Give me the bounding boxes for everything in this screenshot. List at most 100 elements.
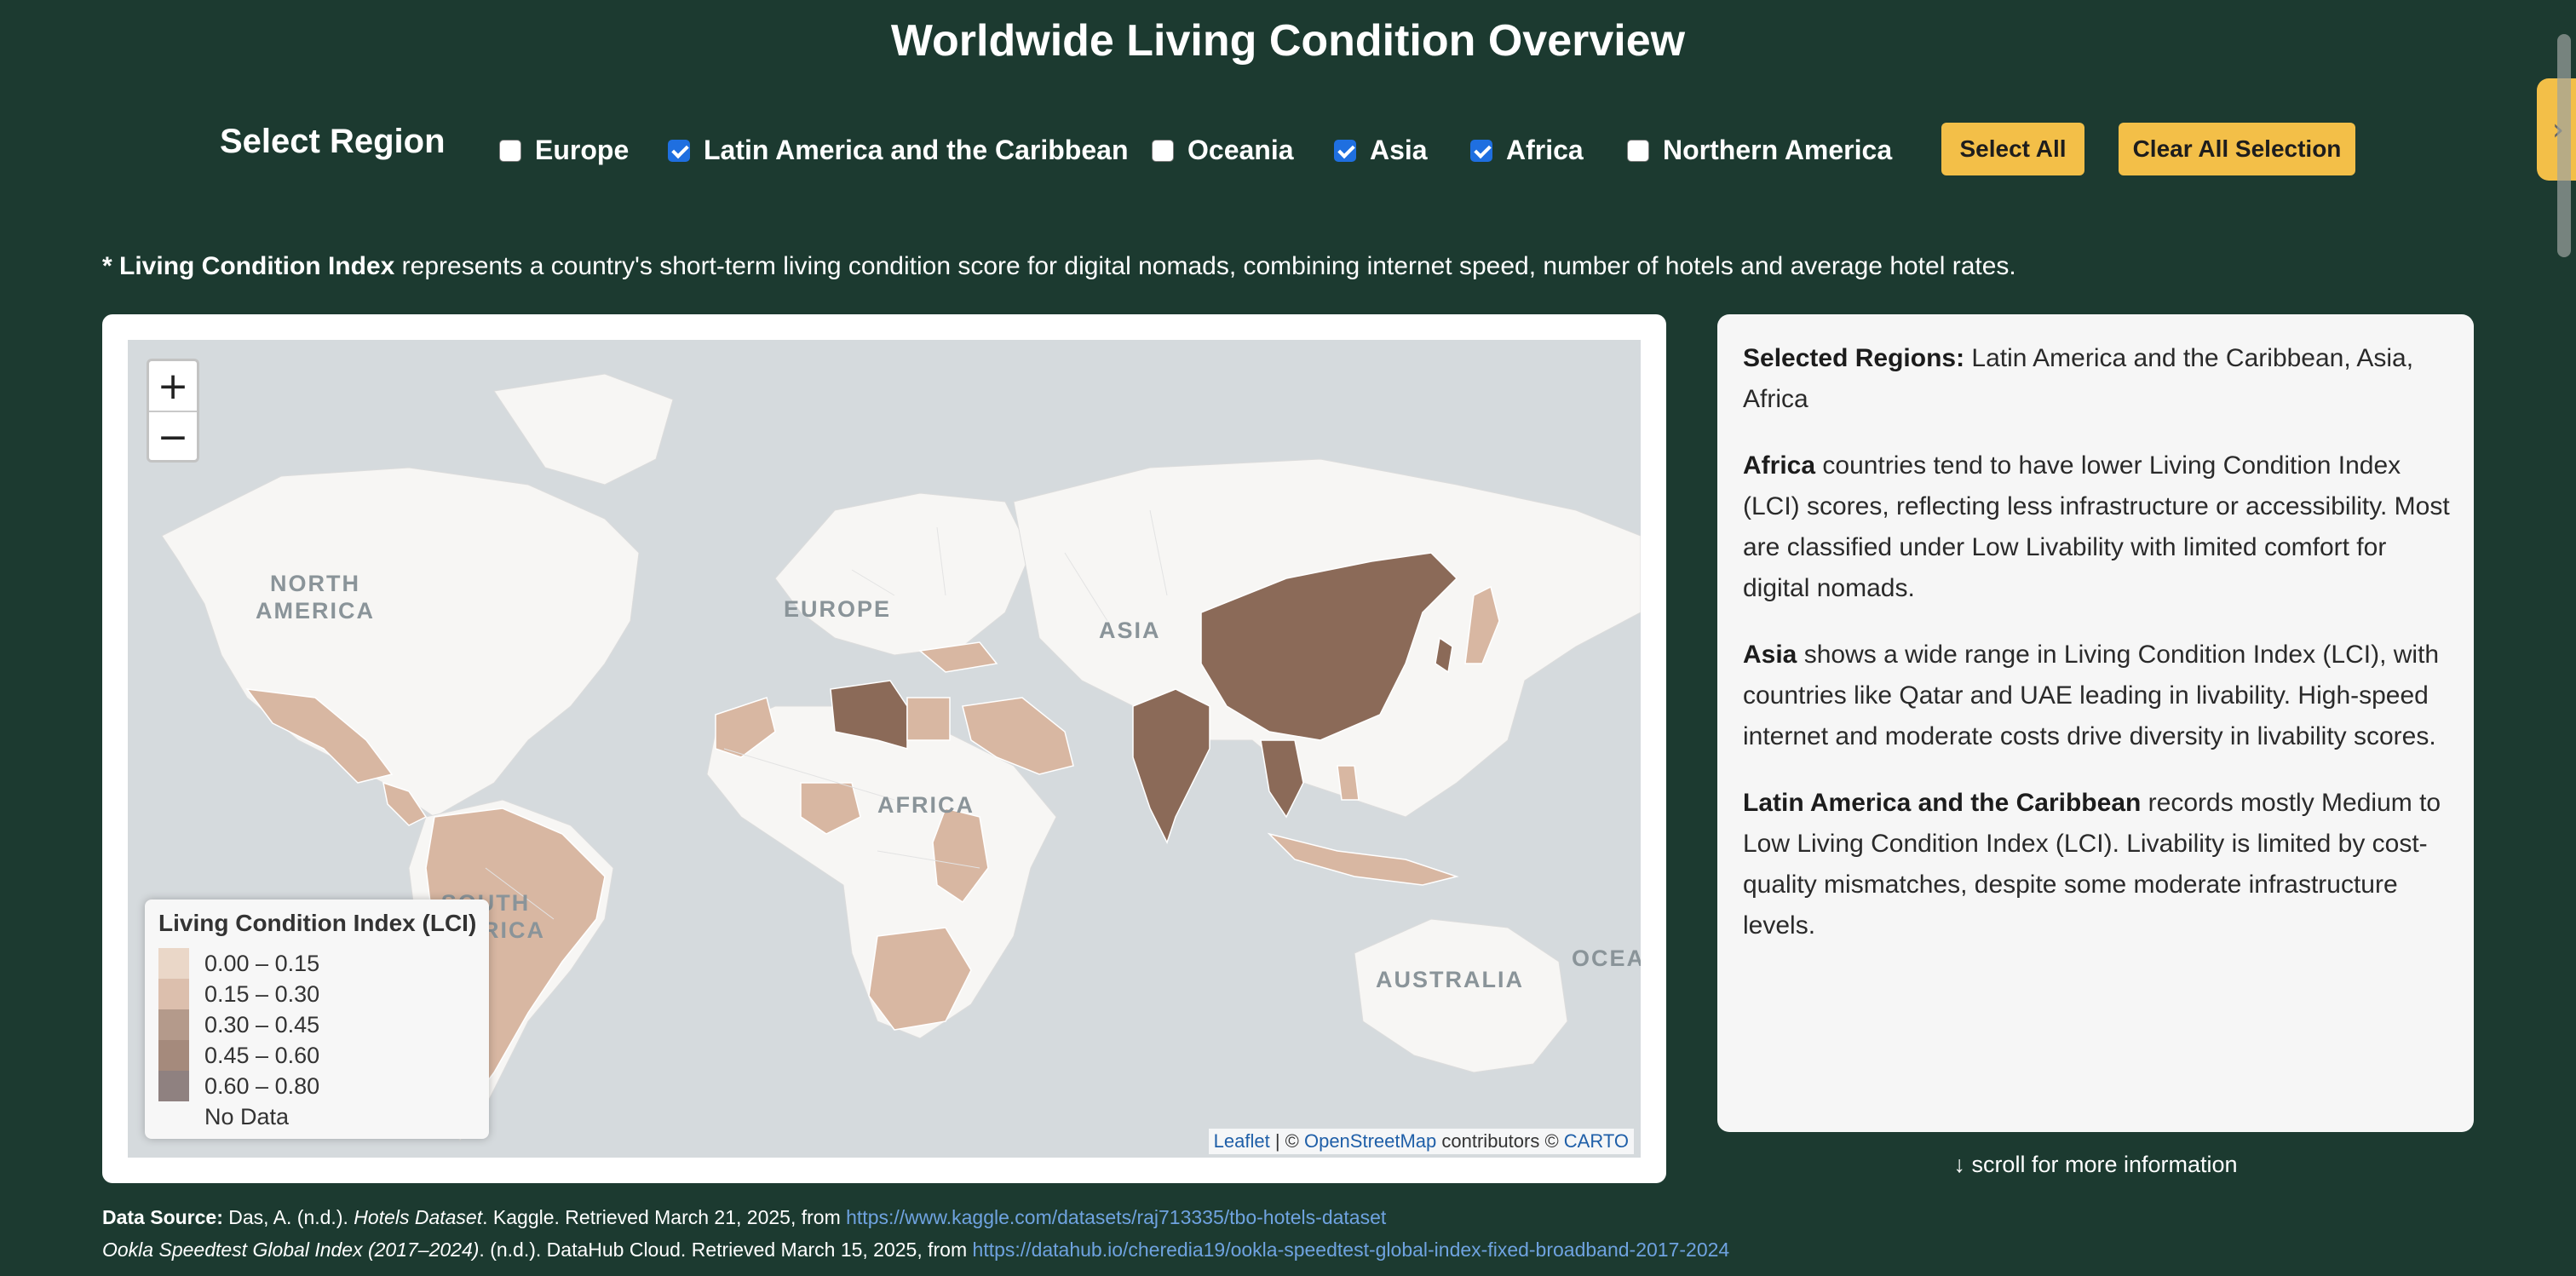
info-latin-america-title: Latin America and the Caribbean	[1743, 789, 2142, 817]
legend-label: 0.15 – 0.30	[204, 980, 320, 1007]
zoom-out-button[interactable]: −	[157, 415, 189, 459]
lci-note-text: represents a country's short-term living…	[394, 252, 2016, 280]
checkbox-africa-box[interactable]	[1470, 139, 1492, 162]
scrollbar[interactable]	[2557, 34, 2571, 257]
region-selector: Select Region Europe Latin America and t…	[0, 119, 2576, 179]
checkbox-asia[interactable]: Asia	[1334, 135, 1428, 166]
region-egypt	[906, 697, 951, 741]
legend-item: 0.30 – 0.45	[158, 1009, 319, 1040]
legend-swatch	[158, 1040, 189, 1071]
region-india	[1132, 688, 1210, 844]
lci-note: * Living Condition Index represents a co…	[102, 252, 2016, 281]
map-label-africa: AFRICA	[877, 792, 975, 818]
info-latin-america-text: records mostly Medium to Low Living Cond…	[1743, 789, 2441, 940]
map-label-australia: AUSTRALIA	[1376, 967, 1524, 992]
selected-regions-label: Selected Regions:	[1743, 344, 1965, 372]
checkbox-europe[interactable]: Europe	[499, 135, 629, 166]
data-source-line-1: Data Source: Das, A. (n.d.). Hotels Data…	[102, 1206, 1386, 1229]
attribution-mid: contributors ©	[1436, 1130, 1564, 1152]
info-panel: Selected Regions: Latin America and the …	[1717, 314, 2474, 1132]
legend-item: 0.00 – 0.15	[158, 948, 319, 979]
map-label-oceania: OCEA	[1572, 946, 1641, 971]
country-borders	[485, 509, 1168, 920]
region-morocco	[715, 697, 776, 758]
region-indonesia	[1267, 832, 1459, 886]
data-source-label: Data Source:	[102, 1206, 223, 1228]
region-korea	[1435, 636, 1453, 674]
region-turkey	[918, 641, 998, 673]
carto-link[interactable]: CARTO	[1563, 1130, 1629, 1152]
info-asia-text: shows a wide range in Living Condition I…	[1743, 641, 2440, 750]
legend-label: 0.00 – 0.15	[204, 950, 320, 976]
region-southern-africa	[868, 927, 972, 1031]
region-japan	[1464, 585, 1500, 664]
openstreetmap-link[interactable]: OpenStreetMap	[1303, 1130, 1437, 1152]
region-central-america	[382, 781, 428, 826]
legend-swatch	[158, 1101, 189, 1132]
checkbox-europe-box[interactable]	[499, 139, 521, 162]
zoom-in-button[interactable]: +	[149, 361, 197, 412]
info-africa-title: Africa	[1743, 451, 1816, 480]
land-europe	[774, 492, 1032, 656]
info-africa-text: countries tend to have lower Living Cond…	[1743, 451, 2450, 602]
checkbox-latin-america-box[interactable]	[668, 139, 690, 162]
legend-swatch	[158, 979, 189, 1009]
lci-note-bold: Living Condition Index	[119, 252, 395, 280]
checkbox-latin-america[interactable]: Latin America and the Caribbean	[668, 135, 1128, 166]
info-paragraph-africa: Africa countries tend to have lower Livi…	[1743, 445, 2450, 609]
source-text: Das, A. (n.d.).	[222, 1206, 354, 1228]
region-west-africa	[800, 782, 861, 835]
leaflet-link[interactable]: Leaflet	[1213, 1130, 1270, 1152]
legend-label: 0.30 – 0.45	[204, 1011, 320, 1037]
checkbox-africa[interactable]: Africa	[1470, 135, 1584, 166]
checkbox-northern-america-box[interactable]	[1627, 139, 1649, 162]
select-all-button[interactable]: Select All	[1941, 123, 2084, 175]
legend-swatch	[158, 948, 189, 979]
checkbox-africa-label[interactable]: Africa	[1506, 135, 1584, 165]
legend-label: No Data	[204, 1103, 290, 1129]
land-australia	[1354, 918, 1568, 1073]
checkbox-oceania-box[interactable]	[1152, 139, 1174, 162]
region-east-africa	[932, 808, 989, 904]
info-paragraph-asia: Asia shows a wide range in Living Condit…	[1743, 635, 2450, 757]
land-north-america	[161, 467, 640, 818]
map-label-north-america: NORTH AMERICA	[256, 571, 375, 624]
legend-item: 0.15 – 0.30	[158, 979, 319, 1009]
legend-item: No Data	[158, 1101, 289, 1132]
info-paragraph-latin-america: Latin America and the Caribbean records …	[1743, 783, 2450, 946]
region-philippines	[1337, 765, 1360, 801]
checkbox-asia-label[interactable]: Asia	[1370, 135, 1428, 165]
source-title: Ookla Speedtest Global Index (2017–2024)	[102, 1239, 480, 1261]
kaggle-link[interactable]: https://www.kaggle.com/datasets/raj71333…	[846, 1206, 1387, 1228]
scroll-hint: ↓ scroll for more information	[1953, 1152, 2238, 1177]
checkbox-northern-america-label[interactable]: Northern America	[1663, 135, 1893, 165]
legend-title: Living Condition Index (LCI)	[158, 910, 477, 936]
selected-regions: Selected Regions: Latin America and the …	[1743, 338, 2450, 420]
checkbox-latin-america-label[interactable]: Latin America and the Caribbean	[704, 135, 1129, 165]
checkbox-europe-label[interactable]: Europe	[535, 135, 630, 165]
source-title: Hotels Dataset	[354, 1206, 483, 1228]
lci-note-prefix: *	[102, 252, 120, 280]
legend-swatch	[158, 1009, 189, 1040]
info-asia-title: Asia	[1743, 641, 1797, 669]
select-region-label: Select Region	[220, 123, 446, 160]
checkbox-northern-america[interactable]: Northern America	[1627, 135, 1892, 166]
region-southeast-asia	[1260, 739, 1304, 819]
checkbox-asia-box[interactable]	[1334, 139, 1356, 162]
page-title: Worldwide Living Condition Overview	[890, 16, 1686, 66]
checkbox-oceania-label[interactable]: Oceania	[1187, 135, 1294, 165]
region-libya	[830, 680, 908, 750]
land-greenland	[493, 373, 674, 486]
checkbox-oceania[interactable]: Oceania	[1152, 135, 1294, 166]
map-legend: Living Condition Index (LCI) 0.00 – 0.15…	[145, 900, 489, 1139]
map-attribution: Leaflet | © OpenStreetMap contributors ©…	[1208, 1129, 1634, 1154]
datahub-link[interactable]: https://datahub.io/cheredia19/ookla-spee…	[972, 1239, 1730, 1261]
clear-all-selection-button[interactable]: Clear All Selection	[2119, 123, 2355, 175]
selected-regions-value: Latin America and the Caribbean, Asia, A…	[1743, 344, 2414, 413]
attribution-sep: | ©	[1269, 1130, 1304, 1152]
region-china	[1200, 552, 1458, 741]
legend-item: 0.45 – 0.60	[158, 1040, 319, 1071]
source-text: . (n.d.). DataHub Cloud. Retrieved March…	[479, 1239, 973, 1261]
